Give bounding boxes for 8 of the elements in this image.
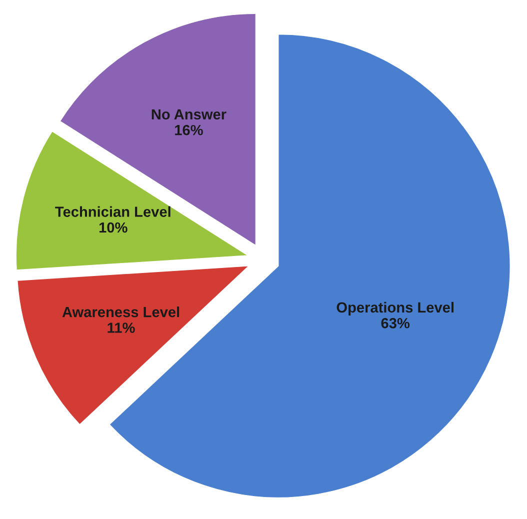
slice-label: Operations Level [336, 302, 454, 316]
data-label: 10% [99, 222, 128, 233]
slice-label: Awareness Level [62, 306, 180, 318]
data-label: 63% [381, 318, 410, 328]
slice-label: No Answer [152, 109, 226, 120]
slice-label: Technician Level [55, 206, 170, 217]
data-label: 16% [175, 124, 203, 136]
data-label: 11% [108, 322, 135, 333]
